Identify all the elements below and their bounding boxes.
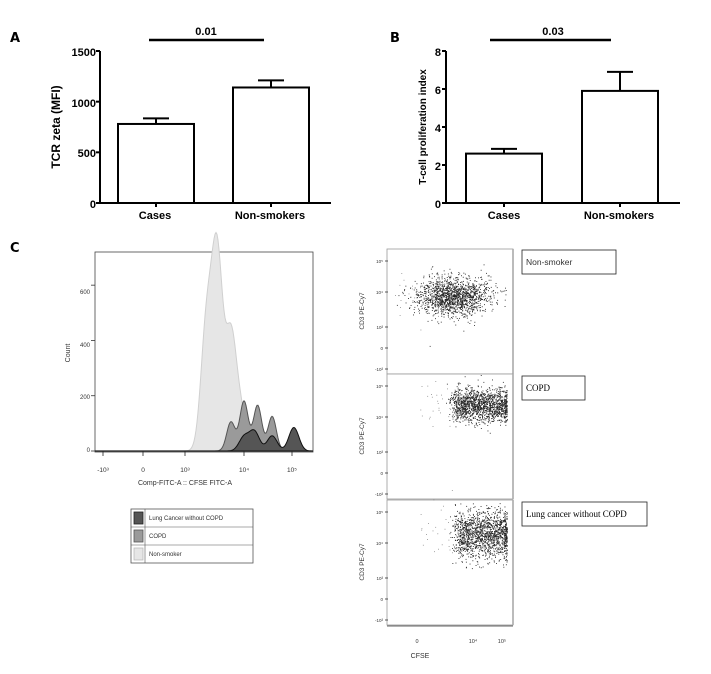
histogram-xtick-2: 10³: [180, 467, 190, 474]
legend-label-copd: COPD: [149, 534, 167, 540]
legend-swatch-non-smoker: [133, 547, 144, 561]
chart-b-ylabel: T-cell proliferation index: [418, 69, 429, 185]
legend-label-non-smoker: Non-smoker: [149, 552, 182, 558]
panel-letter-b: B: [390, 31, 400, 46]
scatter-ytick-2-1: 10⁴: [376, 541, 383, 546]
scatter-ytick-1-4: -10³: [375, 492, 384, 497]
chart-c-histogram: Count 0 200 400 600 -10³ 0 10³ 10⁴ 10⁵ C…: [65, 231, 314, 487]
chart-a-bar-1: [232, 86, 310, 204]
scatter-ytick-0-0: 10⁵: [376, 259, 383, 264]
chart-b: T-cell proliferation index 0.03 Cases No…: [418, 26, 680, 222]
scatter-label-0: Non-smoker: [526, 257, 572, 267]
scatter-xtick-0: 0: [415, 639, 418, 645]
scatter-label-box-1: [521, 375, 586, 401]
scatter-points-2: [420, 490, 508, 570]
scatter-points-1: [420, 375, 508, 434]
chart-a-bar-0: [117, 122, 195, 204]
scatter-xtick-2: 10⁵: [498, 638, 506, 645]
scatter-ytick-1-3: 0: [380, 471, 383, 476]
histogram-ytick-0: 0: [87, 448, 91, 454]
chart-a-ytick-1: 500: [78, 148, 96, 160]
scatter-label-2: Lung cancer without COPD: [526, 509, 627, 519]
panel-letter-a: A: [10, 31, 20, 46]
chart-a-ytick-0: 0: [90, 199, 96, 211]
scatter-label-box-0: [521, 249, 617, 275]
chart-b-bar-0: [465, 152, 543, 205]
histogram-ylabel: Count: [65, 344, 72, 363]
scatter-points-0: [395, 264, 507, 347]
scatter-ytick-1-1: 10⁴: [376, 415, 383, 420]
histogram-xlabel: Comp-FITC-A :: CFSE FITC-A: [138, 480, 232, 487]
histogram-frame: [94, 251, 314, 453]
chart-b-xtick-0: Cases: [488, 210, 520, 222]
scatter-ytick-1-0: 10⁵: [376, 384, 383, 389]
chart-b-ytick-3: 6: [435, 85, 441, 97]
scatter-ytick-0-1: 10⁴: [376, 290, 383, 295]
scatter-ytick-2-2: 10³: [376, 576, 383, 581]
legend-swatch-lung-cancer: [133, 511, 144, 525]
chart-a-xtick-1: Non-smokers: [235, 210, 305, 222]
chart-a-ytick-2: 1000: [72, 98, 96, 110]
scatter-frame-2: [386, 499, 514, 626]
scatter-ylabel-0: CD3 PE-Cy7: [359, 292, 366, 330]
histogram-xtick-0: -10³: [97, 467, 109, 474]
chart-a-ytick-3: 1500: [72, 47, 96, 59]
scatter-ytick-0-4: -10³: [375, 367, 384, 372]
histogram-ytick-3: 600: [80, 290, 91, 296]
scatter-xlabel: CFSE: [411, 653, 430, 660]
histogram-ytick-1: 200: [80, 395, 91, 401]
scatter-ytick-2-0: 10⁵: [376, 510, 383, 515]
chart-b-ytick-1: 2: [435, 161, 441, 173]
histogram-legend: Lung Cancer without COPD COPD Non-smoker: [130, 508, 254, 564]
scatter-xtick-1: 10⁴: [469, 638, 478, 645]
legend-swatch-copd: [133, 529, 144, 543]
chart-a-annotation: 0.01: [195, 26, 216, 38]
scatter-label-1: COPD: [526, 383, 551, 393]
chart-b-xtick-1: Non-smokers: [584, 210, 654, 222]
chart-b-ytick-4: 8: [435, 47, 441, 59]
histogram-xtick-4: 10⁵: [287, 467, 297, 474]
scatter-ylabel-1: CD3 PE-Cy7: [359, 417, 366, 455]
chart-c-scatter: CFSE 0 10⁴ 10⁵ CD3 PE-Cy7 10⁵ 10⁴ 10³ 0 -10³ N…: [359, 248, 648, 660]
scatter-ytick-0-2: 10³: [376, 325, 383, 330]
histogram-xtick-3: 10⁴: [239, 467, 249, 474]
scatter-ytick-2-3: 0: [380, 597, 383, 602]
scatter-ylabel-2: CD3 PE-Cy7: [359, 543, 366, 581]
scatter-ytick-0-3: 0: [380, 346, 383, 351]
chart-b-bar-1: [581, 89, 659, 204]
scatter-ytick-2-4: -10³: [375, 618, 384, 623]
scatter-label-box-2: [521, 501, 648, 527]
chart-b-ytick-2: 4: [435, 123, 442, 135]
chart-a-xtick-0: Cases: [139, 210, 171, 222]
scatter-ytick-1-2: 10³: [376, 450, 383, 455]
scatter-frame-1: [386, 373, 514, 500]
legend-label-lung-cancer: Lung Cancer without COPD: [149, 516, 224, 522]
histogram-xtick-1: 0: [141, 467, 145, 474]
chart-b-ytick-0: 0: [435, 199, 441, 211]
histogram-ytick-2: 400: [80, 343, 91, 349]
chart-a: TCR zeta (MFI) 0.01 Cases Non-smokers 15…: [49, 26, 331, 222]
panel-letter-c: C: [10, 241, 20, 256]
chart-b-annotation: 0.03: [542, 26, 563, 38]
chart-a-ylabel: TCR zeta (MFI): [49, 85, 63, 168]
